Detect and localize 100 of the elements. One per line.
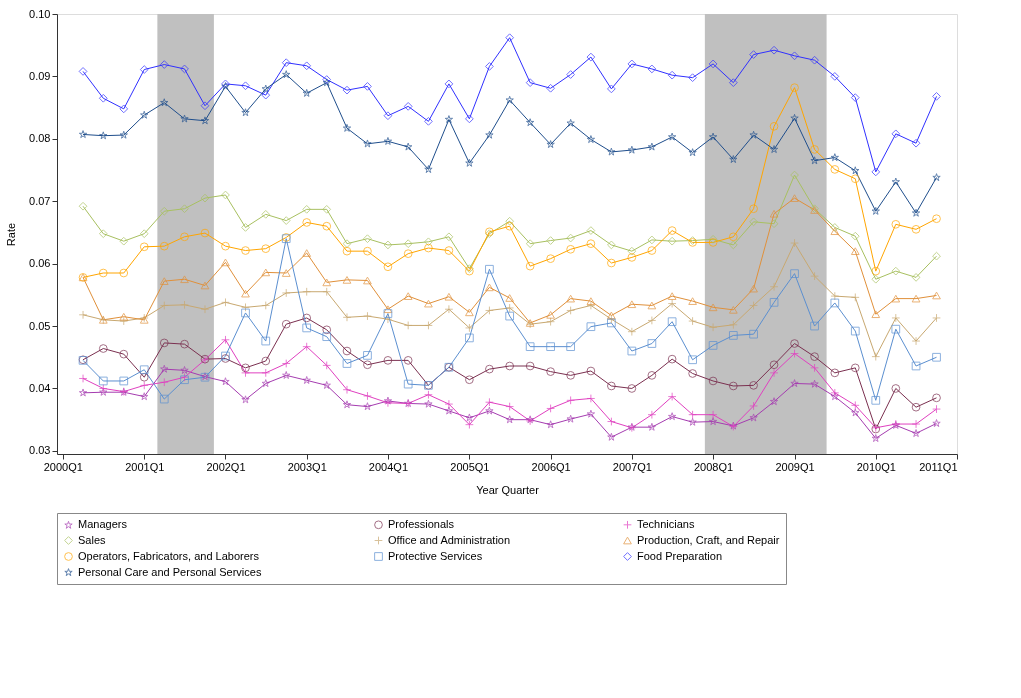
point [708,410,718,420]
point [281,359,291,368]
point [566,70,576,79]
y-tick-label: 0.06 [29,257,51,270]
point [302,249,312,257]
point [403,249,413,259]
point [485,283,494,292]
point [749,380,758,390]
point [159,241,169,251]
point [647,422,657,431]
point [769,297,779,307]
point [302,342,312,352]
point [708,341,718,350]
point [911,336,921,346]
point [667,299,677,308]
point [302,287,312,297]
point [688,369,697,378]
point [586,239,596,249]
point [891,177,900,186]
point [850,231,860,241]
point [139,65,149,74]
point [525,361,535,371]
x-tick-label: 2000Q1 [43,460,83,473]
x-tick-label: 2001Q1 [125,460,165,473]
point [342,85,352,95]
point [891,294,901,303]
point [667,354,677,364]
point [180,275,189,284]
point [261,301,271,310]
point [769,282,779,292]
point [607,240,616,250]
point [424,165,433,174]
point [159,206,169,216]
point [667,317,677,327]
point [200,193,210,203]
point [647,301,657,310]
point [119,130,128,139]
point [159,277,169,285]
point [749,204,758,214]
point [241,368,250,378]
point [932,419,941,428]
point [769,209,779,218]
point [871,167,881,177]
point [505,221,515,231]
point [667,132,677,141]
y-axis-title: Rate [5,222,18,247]
point [586,409,596,418]
point [322,325,332,335]
y-tick-label: 0.05 [29,319,51,332]
point [749,401,758,411]
point [180,64,189,74]
point [850,400,860,410]
point [525,239,535,249]
point [221,190,230,200]
legend-label: Professionals [388,517,455,530]
point [769,397,779,406]
y-tick-label: 0.04 [29,381,51,394]
point [98,376,108,386]
point [749,50,758,59]
point [159,377,169,387]
point [444,399,454,409]
point [159,338,169,348]
point [586,394,596,403]
point [708,417,718,426]
point [221,335,230,345]
point [261,90,271,100]
point [465,158,474,167]
point [139,242,149,252]
point [342,400,352,409]
point [282,370,291,379]
point [790,170,799,180]
point [282,70,291,79]
point [911,224,921,234]
point [932,313,941,323]
point [261,84,270,93]
x-tick-label: 2004Q1 [368,460,409,473]
point [830,392,839,401]
point [281,288,291,298]
x-tick-label: 2005Q1 [450,460,490,473]
point [566,294,576,303]
point [485,62,494,71]
point [424,116,433,126]
point [891,384,901,393]
point [241,81,250,91]
point [810,271,819,281]
point [261,356,271,366]
point [78,374,88,383]
point [465,323,474,333]
point [160,364,169,373]
point [200,304,210,314]
point [850,247,860,256]
point [383,240,393,250]
point [586,297,596,305]
point [383,356,393,365]
point [830,298,840,308]
y-tick-label: 0.08 [29,132,51,145]
y-tick-label: 0.07 [29,194,51,207]
point [119,104,129,114]
point [342,246,352,256]
point [647,410,657,420]
